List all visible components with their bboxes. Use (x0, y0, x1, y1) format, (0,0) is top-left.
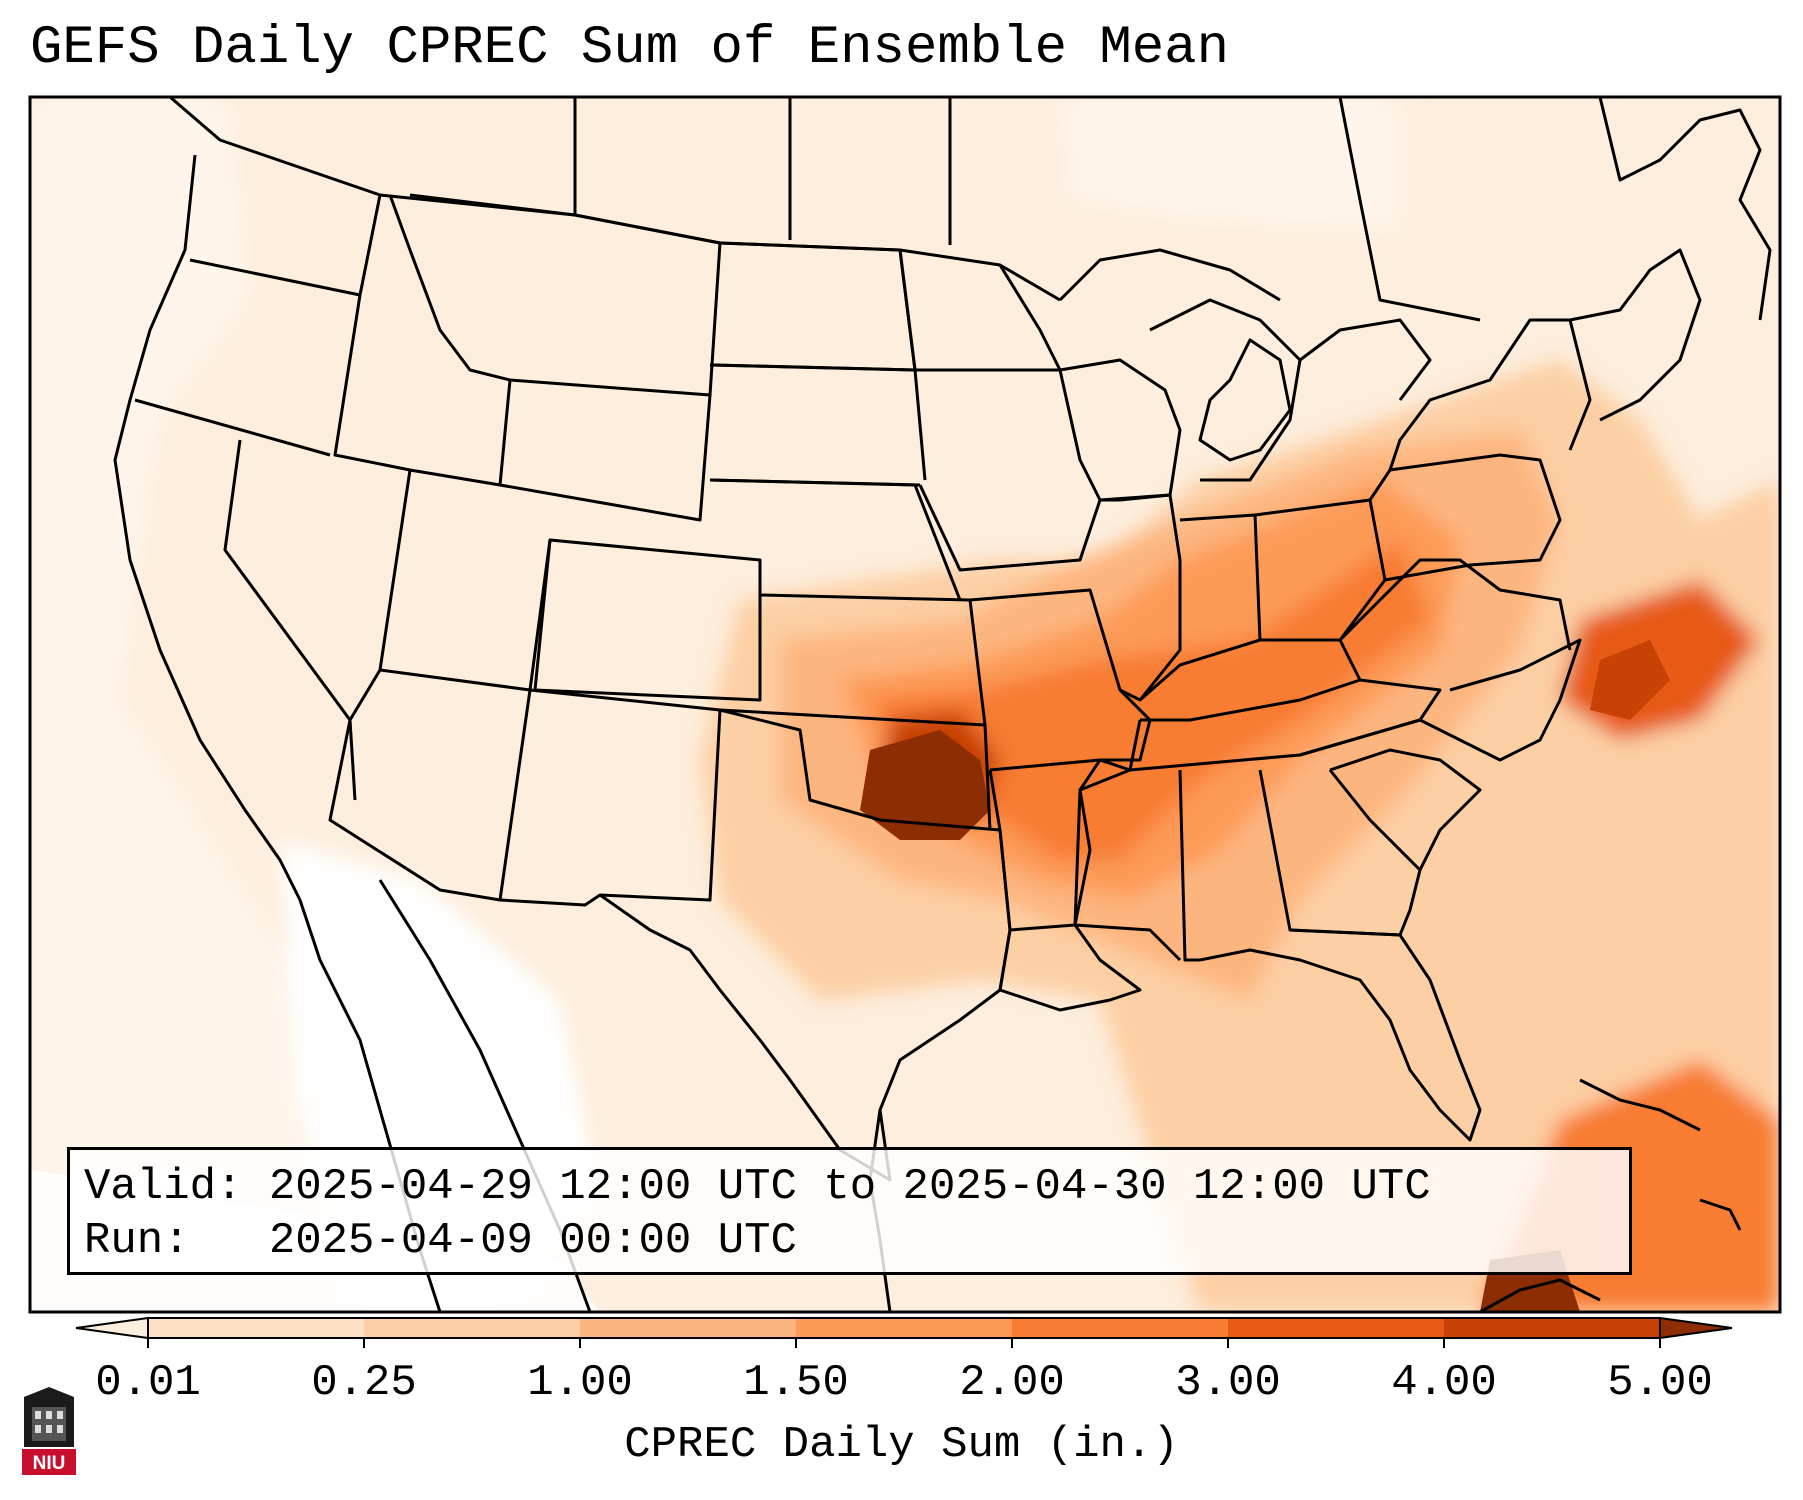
colorbar-outline (147, 1317, 1661, 1339)
validity-info-box: Valid: 2025-04-29 12:00 UTC to 2025-04-3… (67, 1147, 1632, 1275)
valid-time-line: Valid: 2025-04-29 12:00 UTC to 2025-04-3… (84, 1162, 1431, 1212)
colorbar-tick-label: 2.00 (959, 1358, 1065, 1408)
colorbar-label: CPREC Daily Sum (in.) (624, 1420, 1179, 1470)
colorbar-segment (1228, 1318, 1445, 1338)
map-frame (28, 95, 1782, 1314)
state-boundaries (113, 97, 1772, 1312)
colorbar (75, 1316, 1733, 1348)
colorbar-segment (364, 1318, 581, 1338)
precip-field (30, 97, 1780, 1312)
niu-logo-text: NIU (33, 1453, 66, 1474)
colorbar-extend-high (1659, 1316, 1733, 1340)
colorbar-extend-low (75, 1316, 149, 1340)
colorbar-segment (1012, 1318, 1229, 1338)
run-time-line: Run: 2025-04-09 00:00 UTC (84, 1216, 797, 1266)
colorbar-segment (796, 1318, 1013, 1338)
colorbar-segment (1444, 1318, 1661, 1338)
colorbar-tick-label: 3.00 (1175, 1358, 1281, 1408)
colorbar-tick-label: 5.00 (1607, 1358, 1713, 1408)
colorbar-tick-label: 4.00 (1391, 1358, 1497, 1408)
colorbar-tick-label: 0.01 (95, 1358, 201, 1408)
colorbar-tick-label: 1.00 (527, 1358, 633, 1408)
niu-logo: NIU (20, 1385, 78, 1477)
map-title: GEFS Daily CPREC Sum of Ensemble Mean (30, 18, 1229, 79)
colorbar-tick-label: 1.50 (743, 1358, 849, 1408)
colorbar-segment (148, 1318, 365, 1338)
colorbar-segment (580, 1318, 797, 1338)
colorbar-tick-label: 0.25 (311, 1358, 417, 1408)
